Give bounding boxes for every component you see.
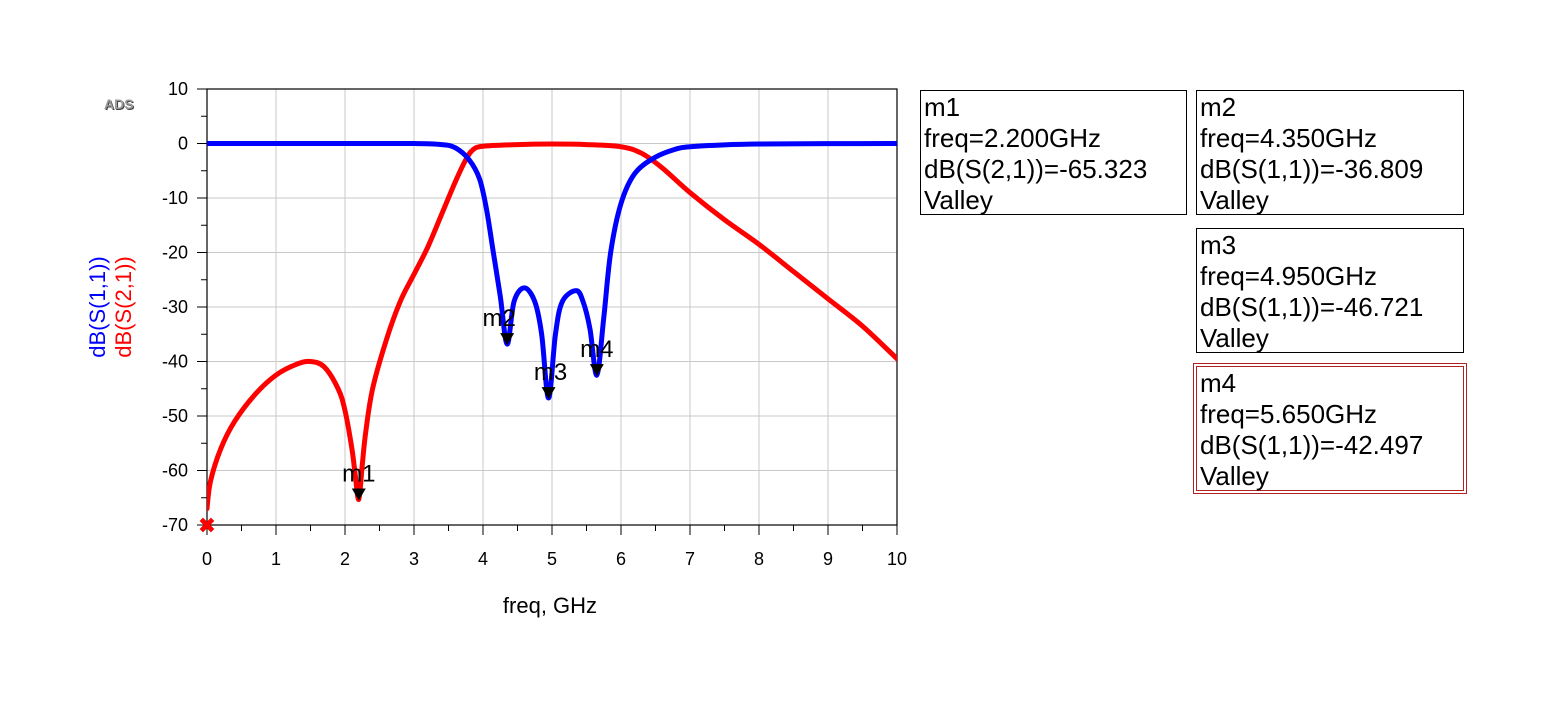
marker-box-line: m1 xyxy=(924,92,961,122)
origin-marker-icon: ✖ xyxy=(198,514,216,539)
x-tick-label: 9 xyxy=(823,549,833,569)
marker-box-line: dB(S(1,1))=-36.809 xyxy=(1200,154,1424,184)
marker-label-m4: m4 xyxy=(580,336,613,363)
x-tick-label: 10 xyxy=(887,549,907,569)
y-tick-label: -40 xyxy=(162,352,188,372)
marker-box-m3[interactable]: m3 freq=4.950GHz dB(S(1,1))=-46.721 Valley xyxy=(1196,228,1464,353)
marker-label-m3: m3 xyxy=(534,359,567,386)
marker-box-line: m3 xyxy=(1200,230,1237,260)
x-tick-label: 4 xyxy=(478,549,488,569)
marker-box-line: freq=4.950GHz xyxy=(1200,261,1378,291)
x-tick-label: 6 xyxy=(616,549,626,569)
series-line-s11 xyxy=(207,140,897,401)
marker-box-line: Valley xyxy=(1200,185,1269,215)
y-tick-label: 10 xyxy=(168,79,188,99)
y-tick-label: -10 xyxy=(162,188,188,208)
x-tick-label: 1 xyxy=(271,549,281,569)
marker-box-line: dB(S(1,1))=-46.721 xyxy=(1200,292,1424,322)
x-tick-label: 2 xyxy=(340,549,350,569)
marker-box-m4[interactable]: m4 freq=5.650GHz dB(S(1,1))=-42.497 Valley xyxy=(1193,363,1467,494)
marker-box-line: Valley xyxy=(1200,461,1269,491)
marker-box-line: freq=2.200GHz xyxy=(924,123,1102,153)
marker-box-line: freq=4.350GHz xyxy=(1200,123,1378,153)
y-axis-label-s21: dB(S(2,1)) xyxy=(111,256,136,357)
marker-box-line: Valley xyxy=(924,185,993,215)
marker-box-m1[interactable]: m1 freq=2.200GHz dB(S(2,1))=-65.323 Valley xyxy=(920,90,1187,215)
series-line-s21 xyxy=(207,141,897,512)
y-tick-label: -20 xyxy=(162,243,188,263)
marker-box-line: dB(S(2,1))=-65.323 xyxy=(924,154,1148,184)
y-tick-label: -30 xyxy=(162,297,188,317)
marker-box-line: m2 xyxy=(1200,92,1237,122)
marker-triangle-icon xyxy=(500,333,515,346)
marker-box-line: dB(S(1,1))=-42.497 xyxy=(1200,430,1424,460)
x-tick-label: 0 xyxy=(202,549,212,569)
marker-box-line: Valley xyxy=(1200,323,1269,353)
marker-triangle-icon xyxy=(541,387,556,400)
y-tick-label: -60 xyxy=(162,461,188,481)
marker-label-m1: m1 xyxy=(342,461,375,488)
x-tick-label: 5 xyxy=(547,549,557,569)
ads-logo: ADS xyxy=(104,96,134,112)
y-tick-label: -50 xyxy=(162,406,188,426)
marker-triangle-icon xyxy=(589,364,604,377)
y-tick-label: -70 xyxy=(162,515,188,535)
x-axis-label: freq, GHz xyxy=(503,593,597,618)
marker-label-m2: m2 xyxy=(482,305,515,332)
marker-box-line: freq=5.650GHz xyxy=(1200,399,1378,429)
marker-box-m2[interactable]: m2 freq=4.350GHz dB(S(1,1))=-36.809 Valley xyxy=(1196,90,1464,215)
x-tick-label: 7 xyxy=(685,549,695,569)
x-tick-label: 3 xyxy=(409,549,419,569)
marker-box-line: m4 xyxy=(1200,368,1237,398)
marker-triangle-icon xyxy=(351,488,366,501)
y-tick-label: 0 xyxy=(178,134,188,154)
y-axis-label-s11: dB(S(1,1)) xyxy=(85,256,110,357)
x-tick-label: 8 xyxy=(754,549,764,569)
